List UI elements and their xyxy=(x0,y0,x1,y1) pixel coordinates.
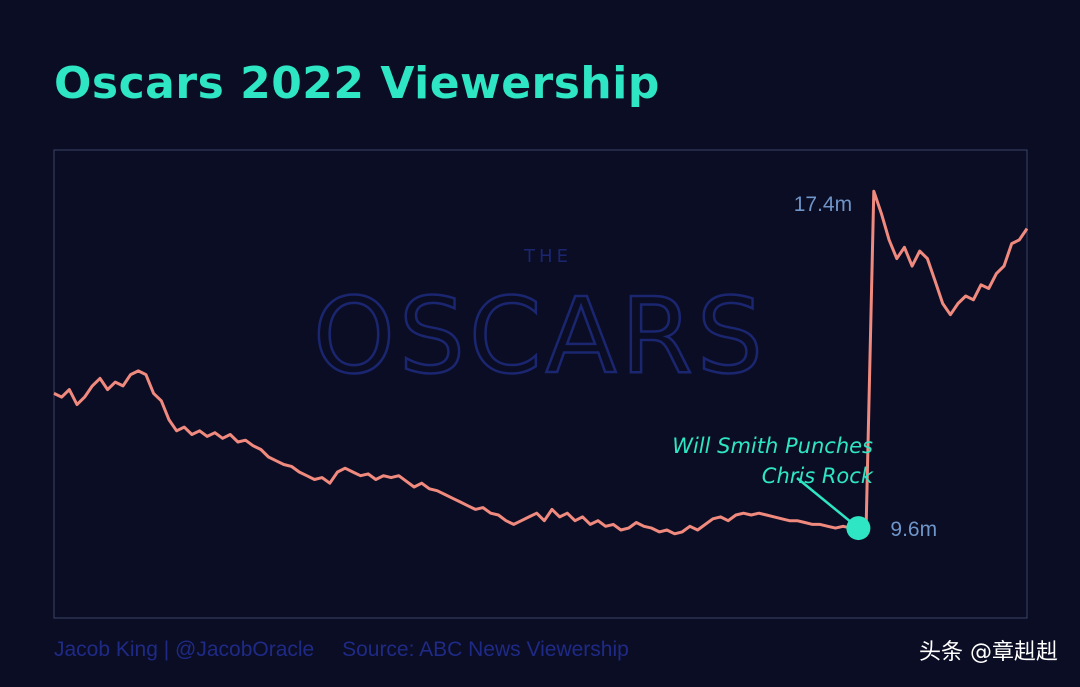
annotation-layer: 17.4m 9.6m Will Smith Punches Chris Rock xyxy=(672,193,937,541)
watermark-oscars: OSCARS xyxy=(313,275,767,397)
footer-credit: Jacob King | @JacobOracle xyxy=(54,638,315,661)
event-annotation-text-line: Chris Rock xyxy=(762,464,874,488)
chart-title: Oscars 2022 Viewership xyxy=(54,58,660,109)
event-annotation-text-line: Will Smith Punches xyxy=(672,434,873,458)
event-point-marker xyxy=(846,516,871,541)
corner-watermark: 头条 @章赳赳 xyxy=(919,640,1058,665)
watermark-the: THE xyxy=(523,246,572,267)
plot-frame xyxy=(53,149,1028,619)
annotation-pointer-line xyxy=(796,477,860,530)
footer: Jacob King | @JacobOracle Source: ABC Ne… xyxy=(54,638,629,662)
peak-value-label: 17.4m xyxy=(794,193,852,216)
footer-source: Source: ABC News Viewership xyxy=(342,638,629,661)
event-value-label: 9.6m xyxy=(890,518,937,541)
